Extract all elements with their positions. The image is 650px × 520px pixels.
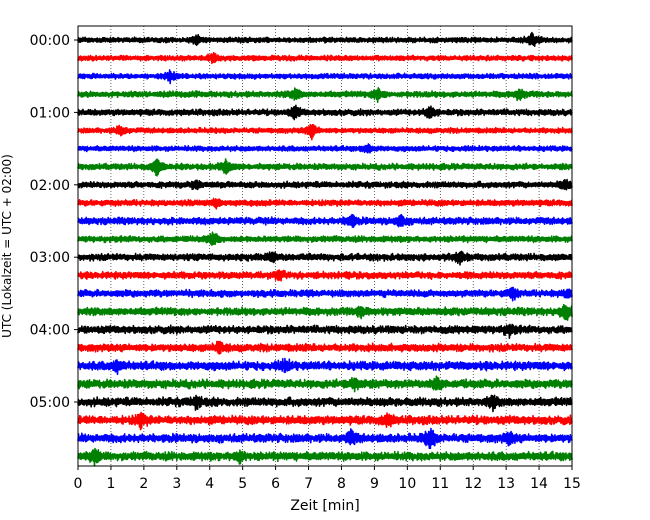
- x-tick-label: 13: [497, 476, 515, 492]
- x-tick-label: 5: [238, 476, 247, 492]
- x-tick-label: 4: [205, 476, 214, 492]
- y-tick-label: 03:00: [30, 250, 70, 266]
- y-tick-label: 04:00: [30, 323, 70, 339]
- y-axis-label: UTC (Lokalzeit = UTC + 02:00): [0, 154, 14, 338]
- x-tick-label: 15: [563, 476, 581, 492]
- trace-0015: [77, 52, 573, 65]
- trace-0500: [77, 394, 573, 413]
- plot-frame: [77, 25, 573, 467]
- trace-0345: [77, 303, 573, 321]
- x-tick-label: 7: [304, 476, 313, 492]
- trace-0200: [77, 178, 573, 191]
- trace-0315: [77, 269, 573, 282]
- trace-0045: [77, 87, 573, 104]
- x-tick-label: 0: [74, 476, 83, 492]
- trace-0115: [77, 123, 573, 141]
- trace-0300: [77, 250, 573, 266]
- trace-0445: [77, 375, 573, 393]
- trace-0130: [77, 143, 573, 154]
- y-tick-label: 02:00: [30, 178, 70, 194]
- x-tick-label: 3: [172, 476, 181, 492]
- x-tick-label: 1: [106, 476, 115, 492]
- x-tick-label: 9: [370, 476, 379, 492]
- trace-0030: [77, 69, 573, 85]
- x-tick-label: 12: [464, 476, 482, 492]
- trace-0215: [77, 197, 573, 210]
- seismogram-traces: [77, 31, 573, 467]
- trace-0545: [77, 447, 573, 467]
- x-axis-ticks: 0 1 2 3 4 5 6 7 8 9 10 11 12 13 14 15: [74, 466, 581, 492]
- x-tick-label: 14: [530, 476, 548, 492]
- trace-0330: [77, 286, 573, 302]
- y-tick-label: 01:00: [30, 105, 70, 121]
- trace-0415: [77, 340, 573, 355]
- x-axis-label: Zeit [min]: [290, 498, 359, 514]
- x-tick-label: 8: [337, 476, 346, 492]
- y-axis-ticks: 00:00 01:00 02:00 03:00 04:00 05:00: [30, 33, 78, 411]
- trace-0515: [77, 411, 573, 431]
- trace-0145: [77, 158, 573, 177]
- y-tick-label: 00:00: [30, 33, 70, 49]
- y-tick-label: 05:00: [30, 395, 70, 411]
- x-tick-label: 2: [139, 476, 148, 492]
- trace-0430: [77, 357, 573, 376]
- x-tick-label: 10: [398, 476, 416, 492]
- x-tick-label: 11: [431, 476, 449, 492]
- trace-0400: [77, 323, 573, 339]
- grid-lines: [110, 26, 540, 466]
- trace-0530: [77, 427, 573, 450]
- trace-0245: [77, 231, 573, 246]
- trace-0230: [77, 213, 573, 229]
- trace-0000: [77, 31, 573, 47]
- trace-0100: [77, 104, 573, 121]
- x-tick-label: 6: [271, 476, 280, 492]
